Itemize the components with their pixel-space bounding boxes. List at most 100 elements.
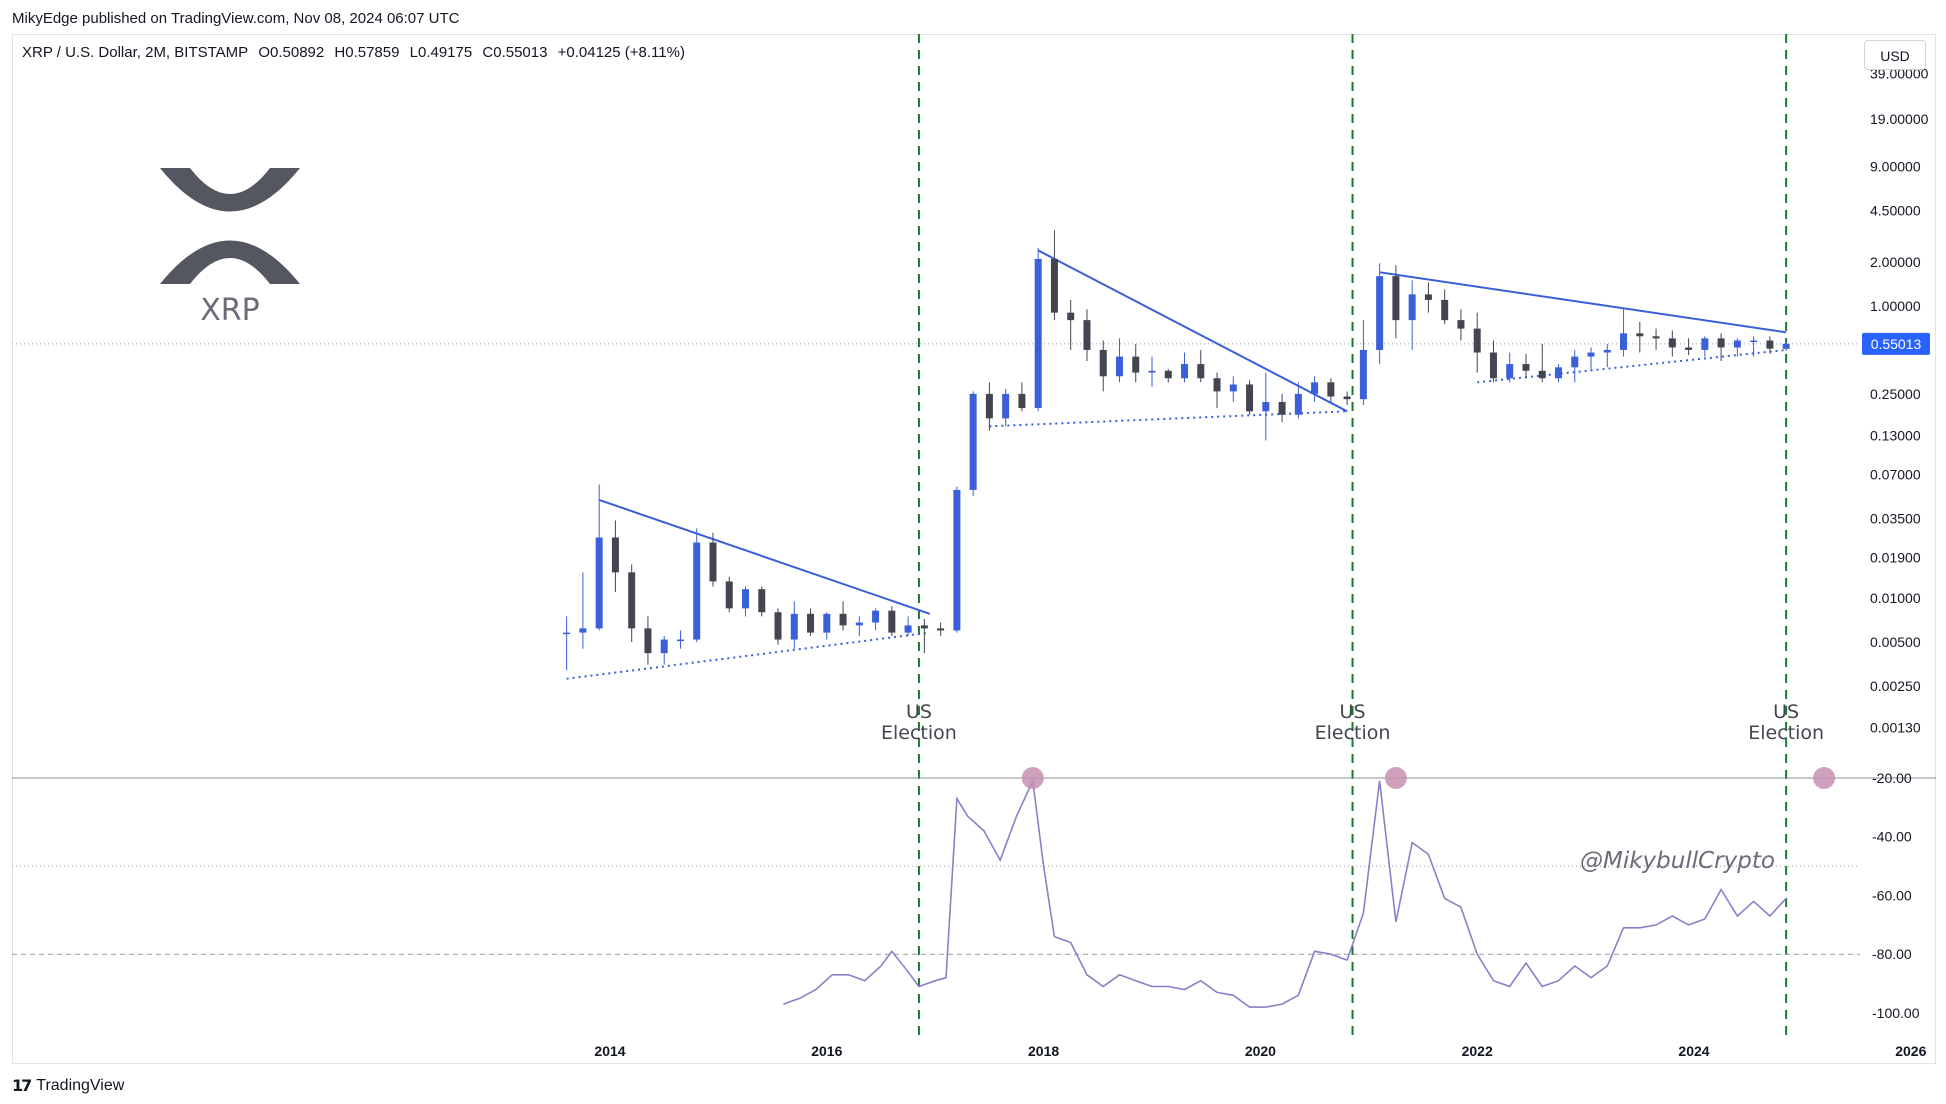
candle-body: [1229, 384, 1237, 392]
candle-body: [904, 625, 912, 633]
candle-body: [855, 622, 863, 626]
ohlc-change: +0.04125 (+8.11%): [557, 44, 685, 61]
candle-body: [823, 613, 831, 633]
last-price-label: 0.55013: [1871, 336, 1922, 352]
candle-body: [1766, 340, 1774, 349]
trendline-solid: [1379, 271, 1787, 334]
candle-body: [1668, 338, 1676, 348]
oscillator-tick-label: -40.00: [1872, 829, 1912, 845]
candle-body: [1620, 333, 1628, 350]
candle-body: [1636, 333, 1644, 337]
candle-body: [1522, 364, 1530, 371]
candle-body: [1733, 340, 1741, 348]
candle-body: [937, 628, 945, 631]
candle-body: [1115, 356, 1123, 377]
election-label-bottom: Election: [1748, 722, 1824, 744]
election-label-top: US: [906, 701, 932, 723]
time-tick-label: 2014: [594, 1043, 625, 1059]
candle-body: [1034, 258, 1042, 409]
candle-body: [1359, 349, 1367, 400]
oscillator-tick-label: -100.00: [1872, 1005, 1920, 1021]
time-tick-label: 2026: [1895, 1043, 1926, 1059]
currency-button[interactable]: USD: [1864, 40, 1926, 70]
candle-body: [1603, 349, 1611, 353]
candle-body: [1132, 356, 1140, 373]
candle-body: [742, 589, 749, 609]
candle-body: [1717, 338, 1725, 348]
tradingview-brand-text: TradingView: [36, 1076, 125, 1094]
candle-body: [709, 542, 717, 582]
time-tick-label: 2020: [1245, 1043, 1276, 1059]
trendline-dotted: [566, 631, 930, 680]
candle-body: [660, 639, 668, 654]
candle-body: [1489, 352, 1497, 379]
trendlines: [566, 249, 1787, 680]
candle-body: [1424, 294, 1432, 300]
candle-body: [676, 639, 684, 642]
time-tick-label: 2018: [1028, 1043, 1059, 1059]
candle-body: [1099, 349, 1107, 377]
candle-body: [969, 393, 977, 490]
ohlc-high: H0.57859: [334, 44, 400, 61]
last-price-badge: [1862, 332, 1930, 355]
election-label-top: US: [1773, 701, 1799, 723]
candle-body: [595, 537, 603, 629]
price-tick-label: 0.00130: [1870, 719, 1921, 735]
candle-body: [1262, 402, 1270, 412]
oscillator-pane: -20.00 -40.00 -60.00 -80.00 -100.00: [12, 767, 1936, 1021]
candle-body: [1278, 402, 1286, 415]
price-tick-label: 0.03500: [1870, 511, 1921, 527]
time-tick-label: 2024: [1678, 1043, 1709, 1059]
watermark-text: @MikybullCrypto: [1580, 848, 1775, 874]
price-tick-label: 0.01900: [1870, 549, 1921, 565]
oscillator-tick-label: -60.00: [1872, 887, 1912, 903]
candle-body: [1294, 393, 1302, 415]
candle-body: [920, 625, 928, 629]
tradingview-logo-icon: 17: [12, 1076, 32, 1095]
price-tick-label: 4.50000: [1870, 203, 1921, 219]
candle-body: [1343, 396, 1351, 400]
oscillator-line: [783, 778, 1787, 1008]
candle-body: [1392, 276, 1400, 321]
price-tick-label: 0.00250: [1870, 678, 1921, 694]
tradingview-brand[interactable]: 17 TradingView: [12, 1076, 124, 1095]
candle-body: [1408, 294, 1416, 321]
candle-body: [790, 613, 798, 640]
candle-body: [1538, 370, 1546, 379]
candles: [563, 230, 1790, 671]
election-label-top: US: [1340, 701, 1366, 723]
price-tick-label: 9.00000: [1870, 159, 1921, 175]
candle-body: [579, 628, 587, 633]
candle-body: [1473, 328, 1481, 353]
oscillator-tick-label: -80.00: [1872, 946, 1912, 962]
publish-credit: MikyEdge published on TradingView.com, N…: [12, 10, 460, 27]
candle-body: [1067, 312, 1075, 321]
candle-body: [872, 610, 880, 623]
trendline-dotted: [989, 410, 1348, 428]
candle-body: [839, 613, 847, 626]
candle-body: [644, 628, 652, 654]
ohlc-open: O0.50892: [258, 44, 325, 61]
symbol-name: XRP / U.S. Dollar, 2M, BITSTAMP: [22, 44, 249, 61]
symbol-legend: XRP / U.S. Dollar, 2M, BITSTAMP O0.50892…: [22, 44, 691, 61]
election-label-bottom: Election: [1315, 722, 1391, 744]
candle-body: [774, 612, 782, 640]
candle-body: [1050, 258, 1058, 313]
candle-body: [985, 393, 993, 419]
peak-marker: [1384, 767, 1407, 789]
xrp-logo-icon: [160, 168, 300, 284]
time-tick-label: 2016: [811, 1043, 842, 1059]
axes: 39.0000019.000009.000004.500002.000001.0…: [594, 66, 1930, 1059]
oscillator-tick-label: -20.00: [1872, 770, 1912, 786]
price-tick-label: 1.00000: [1870, 298, 1921, 314]
candle-body: [611, 537, 619, 573]
candle-body: [725, 581, 733, 609]
candle-body: [1148, 370, 1156, 373]
trendline-dotted: [1477, 348, 1787, 384]
candle-body: [1506, 364, 1514, 379]
candle-body: [1782, 343, 1790, 349]
candle-body: [563, 632, 571, 635]
candle-body: [1441, 299, 1449, 321]
